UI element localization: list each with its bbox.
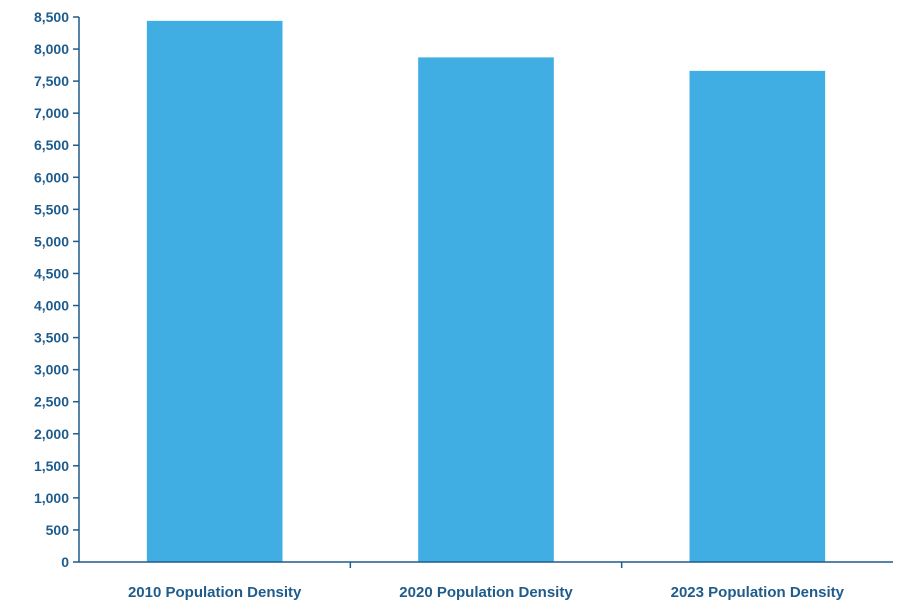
y-axis: 0 500 1,000 1,500 2,000 2,500 3,000 3,500 4,000 4… (34, 9, 80, 570)
bar (146, 20, 283, 563)
y-tick-label: 0 (61, 554, 69, 570)
y-tick-label: 500 (46, 522, 70, 538)
y-tick-label: 7,500 (34, 73, 69, 89)
y-tick-label: 1,500 (34, 458, 69, 474)
y-tick-label: 4,500 (34, 265, 69, 281)
bars-group (146, 20, 826, 563)
y-tick-label: 5,500 (34, 201, 69, 217)
y-tick-label: 5,000 (34, 233, 69, 249)
y-tick-label: 1,000 (34, 490, 69, 506)
y-tick-label: 8,000 (34, 41, 69, 57)
y-tick-label: 3,000 (34, 362, 69, 378)
x-tick-label: 2020 Population Density (399, 584, 573, 601)
y-tick-label: 7,000 (34, 105, 69, 121)
y-tick-label: 4,000 (34, 298, 69, 314)
bar (689, 70, 826, 562)
bar (418, 57, 554, 563)
x-tick-label: 2010 Population Density (128, 584, 302, 601)
y-tick-label: 6,000 (34, 169, 69, 185)
y-tick-label: 8,500 (34, 9, 69, 25)
y-tick-label: 6,500 (34, 137, 69, 153)
y-tick-label: 2,000 (34, 426, 69, 442)
y-tick-label: 2,500 (34, 394, 69, 410)
y-tick-label: 3,500 (34, 330, 69, 346)
x-axis: 2010 Population Density 2020 Population D… (79, 561, 893, 601)
x-tick-label: 2023 Population Density (671, 584, 845, 601)
